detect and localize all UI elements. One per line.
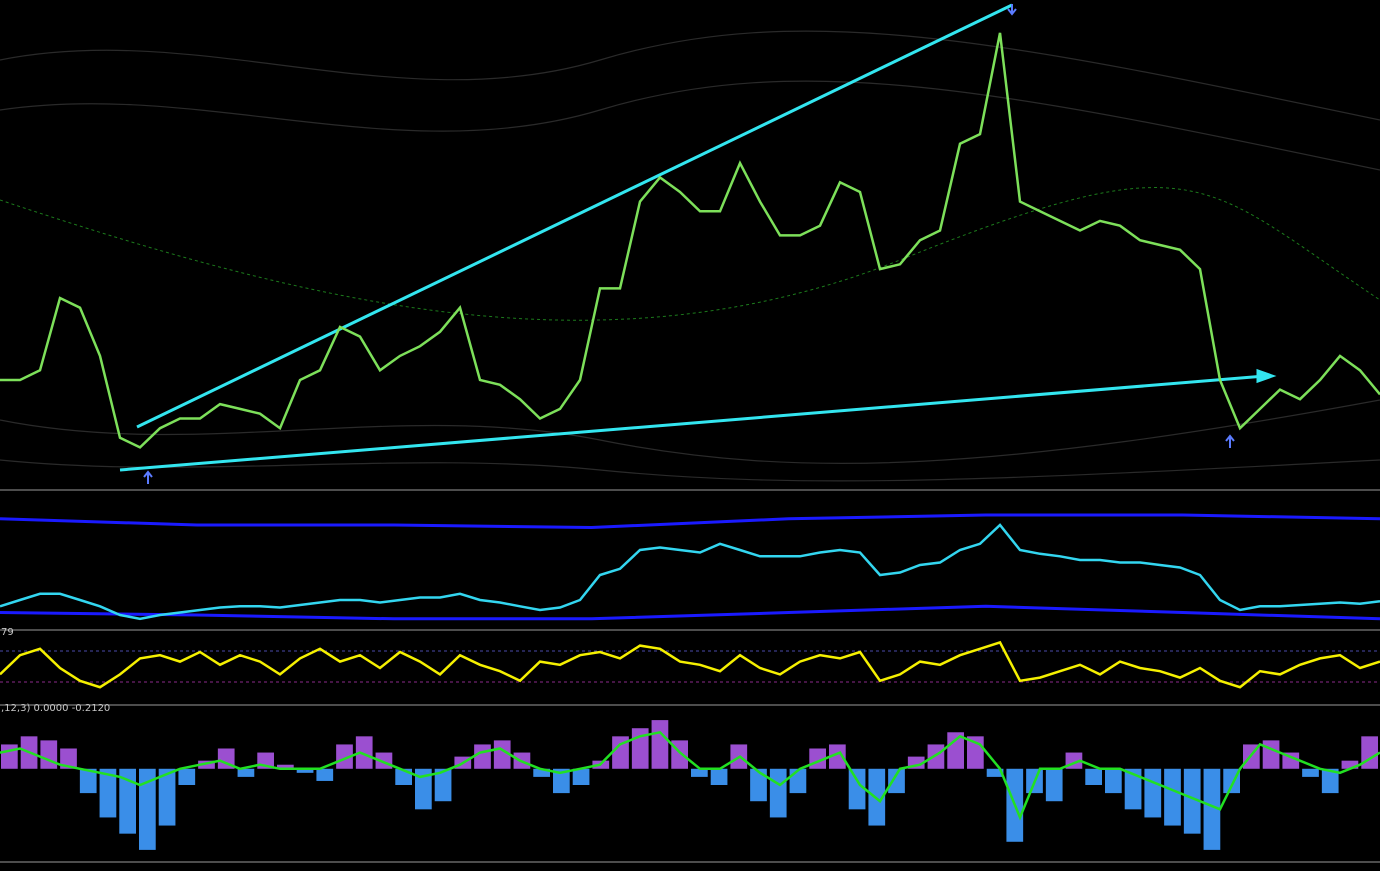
histogram-bar [1262, 740, 1280, 769]
histogram-bar [1105, 768, 1122, 794]
histogram-bar [99, 768, 117, 818]
series-line [0, 640, 1380, 689]
histogram-bar [533, 768, 550, 777]
series-line [0, 513, 1380, 530]
histogram-bar [789, 768, 807, 794]
histogram-bar [434, 768, 452, 802]
histogram-bar [237, 768, 255, 777]
up-arrow [143, 470, 153, 484]
trend-lines [119, 3, 1277, 472]
series-line [0, 730, 1380, 821]
band [0, 80, 1380, 171]
histogram-bar [1085, 768, 1102, 785]
moving-average [0, 187, 1380, 321]
histogram-bar [1302, 768, 1319, 777]
histogram-bar [355, 736, 373, 769]
histogram-bar [474, 744, 491, 769]
histogram-bar [710, 768, 728, 785]
histogram-bar [79, 768, 97, 794]
fractal-markers [143, 4, 1235, 484]
histogram-bar [493, 740, 511, 769]
histogram-bar [1361, 736, 1378, 769]
histogram-bar [848, 768, 866, 810]
panel-label: ,12,3) 0.0000 -0.2120 [1, 703, 110, 714]
histogram-bar [769, 768, 787, 818]
trend-line [136, 3, 1013, 429]
histogram-bar [40, 740, 58, 769]
histogram-bar [927, 744, 945, 769]
arrow-head [1256, 368, 1277, 384]
histogram-bar [296, 768, 314, 773]
histogram-bar [986, 768, 1004, 777]
trend-line [119, 374, 1266, 472]
down-arrow [1007, 4, 1017, 16]
band [0, 399, 1380, 464]
histogram-bar [316, 768, 334, 781]
histogram-bar [572, 768, 590, 785]
histogram-bar [198, 760, 215, 769]
up-arrow [1225, 434, 1235, 448]
histogram-bar [336, 744, 353, 769]
histogram-bar [829, 744, 846, 769]
histogram-bar [691, 768, 708, 777]
histogram-bar [750, 768, 767, 802]
histogram-bar [1144, 768, 1162, 818]
histogram-bar [553, 768, 570, 794]
histogram-bar [1, 744, 18, 769]
series-line [0, 604, 1380, 621]
band [0, 459, 1380, 482]
panel-label: 79 [1, 627, 14, 638]
envelope-bands [0, 30, 1380, 482]
series-line [0, 523, 1380, 621]
histogram-bar [1321, 768, 1339, 794]
band [0, 30, 1380, 121]
histogram-bar [1124, 768, 1142, 810]
histogram-bar [158, 768, 176, 826]
histogram-bar [651, 720, 669, 769]
panel-separators [0, 489, 1380, 863]
histogram-bar [612, 736, 629, 769]
histogram-bar [277, 764, 294, 769]
histogram-bar [415, 768, 432, 810]
histogram-bar [60, 748, 77, 769]
histogram-bar [1164, 768, 1181, 826]
histogram-bar [1183, 768, 1201, 834]
series-line [0, 32, 1380, 449]
histogram-bar [888, 768, 905, 794]
histogram-bar [947, 732, 964, 769]
histogram-bar [178, 768, 196, 785]
histogram-bar [119, 768, 136, 834]
histogram-bar [1203, 768, 1221, 850]
histogram-bar [139, 768, 156, 850]
histogram-bar [1045, 768, 1063, 802]
histogram-bar [1341, 760, 1359, 769]
